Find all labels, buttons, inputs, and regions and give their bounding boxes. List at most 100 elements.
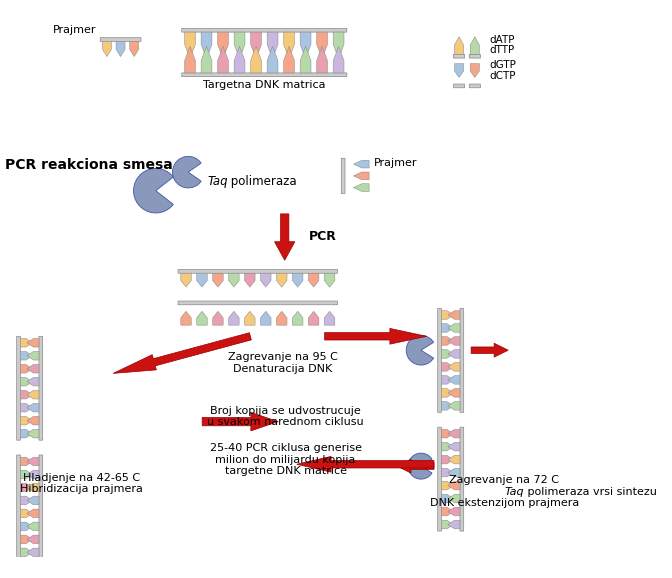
FancyArrow shape [448,402,460,410]
Text: Taq: Taq [208,175,228,188]
FancyArrow shape [27,351,39,360]
FancyArrow shape [333,32,344,58]
FancyArrow shape [27,429,39,438]
FancyArrow shape [276,312,287,325]
FancyArrow shape [353,184,369,191]
FancyArrow shape [20,416,32,425]
FancyArrow shape [20,496,32,505]
FancyArrow shape [448,350,460,358]
FancyArrow shape [325,273,335,287]
FancyArrow shape [448,442,460,451]
FancyArrow shape [308,312,319,325]
FancyArrow shape [20,391,32,399]
FancyArrow shape [27,403,39,412]
FancyArrow shape [27,365,39,373]
FancyArrow shape [442,442,454,451]
FancyArrow shape [442,311,454,319]
FancyArrow shape [442,429,454,438]
FancyArrow shape [442,481,454,490]
Text: dTTP: dTTP [490,45,515,55]
FancyArrow shape [470,37,479,54]
FancyArrow shape [442,388,454,397]
FancyArrow shape [448,481,460,490]
FancyArrow shape [274,214,295,260]
FancyArrow shape [20,365,32,373]
FancyBboxPatch shape [100,38,141,42]
FancyArrow shape [297,457,434,472]
FancyArrow shape [228,312,239,325]
FancyArrow shape [20,522,32,531]
FancyArrow shape [448,324,460,332]
FancyBboxPatch shape [454,84,464,88]
FancyBboxPatch shape [178,269,337,273]
FancyArrow shape [442,324,454,332]
FancyArrow shape [20,483,32,492]
FancyArrow shape [20,339,32,347]
FancyArrow shape [228,273,239,287]
Text: polimeraza vrsi sintezu: polimeraza vrsi sintezu [524,487,657,497]
FancyArrow shape [20,377,32,386]
FancyArrow shape [20,548,32,557]
FancyBboxPatch shape [460,309,464,412]
Wedge shape [173,157,201,188]
FancyArrow shape [27,548,39,557]
FancyArrow shape [113,333,251,373]
Text: dATP: dATP [490,35,515,45]
FancyArrow shape [181,312,192,325]
Text: Hladjenje na 42-65 C
Hibridizacija prajmera: Hladjenje na 42-65 C Hibridizacija prajm… [20,473,143,494]
FancyArrow shape [448,507,460,516]
FancyArrow shape [448,336,460,345]
FancyBboxPatch shape [178,301,337,305]
FancyArrow shape [27,522,39,531]
FancyArrow shape [442,507,454,516]
FancyArrow shape [448,520,460,529]
FancyArrow shape [201,32,212,58]
FancyBboxPatch shape [469,54,480,58]
FancyArrow shape [20,470,32,479]
Text: Prajmer: Prajmer [374,158,417,168]
FancyArrow shape [197,273,207,287]
FancyArrow shape [325,328,427,344]
FancyBboxPatch shape [17,455,20,559]
FancyArrow shape [261,273,271,287]
FancyArrow shape [27,535,39,544]
Text: 25-40 PCR ciklusa generise
milion do milijardu kopija
targetne DNK matrice: 25-40 PCR ciklusa generise milion do mil… [210,443,362,476]
Text: PCR: PCR [309,229,337,243]
Text: Prajmer: Prajmer [53,25,97,35]
FancyArrow shape [261,312,271,325]
FancyArrow shape [245,312,255,325]
FancyBboxPatch shape [17,336,20,440]
FancyArrow shape [300,32,311,58]
FancyBboxPatch shape [454,54,464,58]
FancyArrow shape [20,509,32,518]
FancyArrow shape [448,468,460,477]
FancyBboxPatch shape [181,28,347,32]
Text: Zagrevanje na 95 C
Denaturacija DNK: Zagrevanje na 95 C Denaturacija DNK [228,352,338,373]
FancyArrow shape [448,311,460,319]
FancyArrow shape [27,496,39,505]
FancyArrow shape [454,64,464,77]
FancyArrow shape [448,494,460,503]
Text: PCR reakciona smesa: PCR reakciona smesa [5,158,173,172]
Wedge shape [406,335,433,365]
FancyArrow shape [397,459,434,473]
Text: Targetna DNK matrica: Targetna DNK matrica [203,80,325,90]
FancyArrow shape [234,46,245,73]
FancyArrow shape [471,343,508,357]
FancyArrow shape [317,46,327,73]
FancyArrow shape [20,429,32,438]
FancyArrow shape [442,455,454,464]
Text: Taq: Taq [505,487,524,497]
FancyArrow shape [213,273,223,287]
FancyArrow shape [185,46,196,73]
FancyArrow shape [442,494,454,503]
FancyArrow shape [448,455,460,464]
FancyArrow shape [201,46,212,73]
FancyArrow shape [470,64,479,77]
FancyArrow shape [448,362,460,371]
FancyArrow shape [27,470,39,479]
FancyArrow shape [213,312,223,325]
FancyArrow shape [325,312,335,325]
FancyArrow shape [218,32,228,58]
FancyBboxPatch shape [39,336,42,440]
